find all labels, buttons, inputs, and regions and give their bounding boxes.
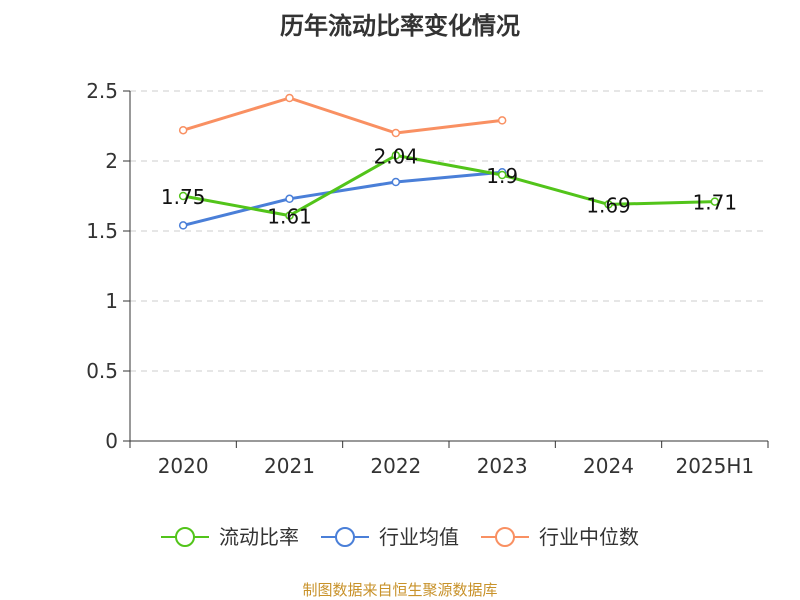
chart-title: 历年流动比率变化情况 (280, 12, 520, 40)
data-point[interactable] (391, 177, 401, 187)
data-point[interactable] (391, 128, 401, 138)
data-point[interactable] (391, 151, 401, 160)
y-tick-label: 1 (105, 289, 118, 313)
data-label: 1.69 (586, 193, 631, 217)
y-tick-label: 2 (105, 149, 118, 173)
series-line (181, 170, 504, 227)
legend-marker-icon (495, 527, 515, 547)
label-layer: 1.75 1.61 2.04 1.9 1.69 1.71 (161, 144, 737, 228)
data-label: 1.61 (267, 205, 312, 229)
data-point[interactable] (604, 200, 613, 209)
source-note: 制图数据来自恒生聚源数据库 (302, 581, 497, 599)
legend[interactable]: 流动比率 行业均值 行业中位数 (161, 525, 639, 549)
legend-item[interactable]: 行业中位数 (481, 525, 639, 549)
y-tick-label: 0 (105, 429, 118, 453)
data-point[interactable] (710, 197, 720, 206)
grid-layer (130, 90, 768, 372)
legend-marker-icon (175, 527, 195, 547)
y-tick-label: 2.5 (86, 79, 118, 103)
data-point[interactable] (497, 170, 507, 180)
data-label: 1.9 (486, 164, 518, 188)
legend-label: 行业均值 (379, 525, 459, 549)
legend-item[interactable]: 行业均值 (321, 525, 459, 549)
legend-item[interactable]: 流动比率 (161, 525, 299, 549)
x-tick-label: 2025H1 (675, 454, 754, 478)
data-point[interactable] (285, 93, 294, 103)
series-layer (178, 93, 720, 230)
x-tick-label: 2021 (264, 454, 315, 478)
data-point[interactable] (178, 191, 188, 201)
x-tick-label: 2023 (477, 454, 528, 478)
data-label: 1.75 (161, 185, 206, 209)
data-label: 2.04 (374, 144, 419, 168)
x-tick-label: 2020 (158, 454, 209, 478)
axis-layer: 0 0.5 1 1.5 2 2.5 2020 2021 2022 2023 2024 2025H1 (86, 79, 769, 478)
series-line (181, 153, 717, 218)
legend-label: 流动比率 (219, 525, 299, 549)
y-tick-label: 1.5 (86, 219, 118, 243)
x-tick-label: 2022 (370, 454, 421, 478)
data-point[interactable] (285, 211, 294, 220)
x-tick-label: 2024 (583, 454, 634, 478)
data-point[interactable] (497, 116, 507, 125)
data-label: 1.71 (693, 191, 738, 215)
y-tick-label: 0.5 (86, 359, 118, 383)
legend-marker-icon (335, 527, 355, 547)
series-line (181, 96, 504, 135)
data-point[interactable] (178, 221, 188, 230)
data-point[interactable] (285, 194, 294, 204)
legend-label: 行业中位数 (539, 525, 639, 549)
data-point[interactable] (178, 125, 188, 135)
